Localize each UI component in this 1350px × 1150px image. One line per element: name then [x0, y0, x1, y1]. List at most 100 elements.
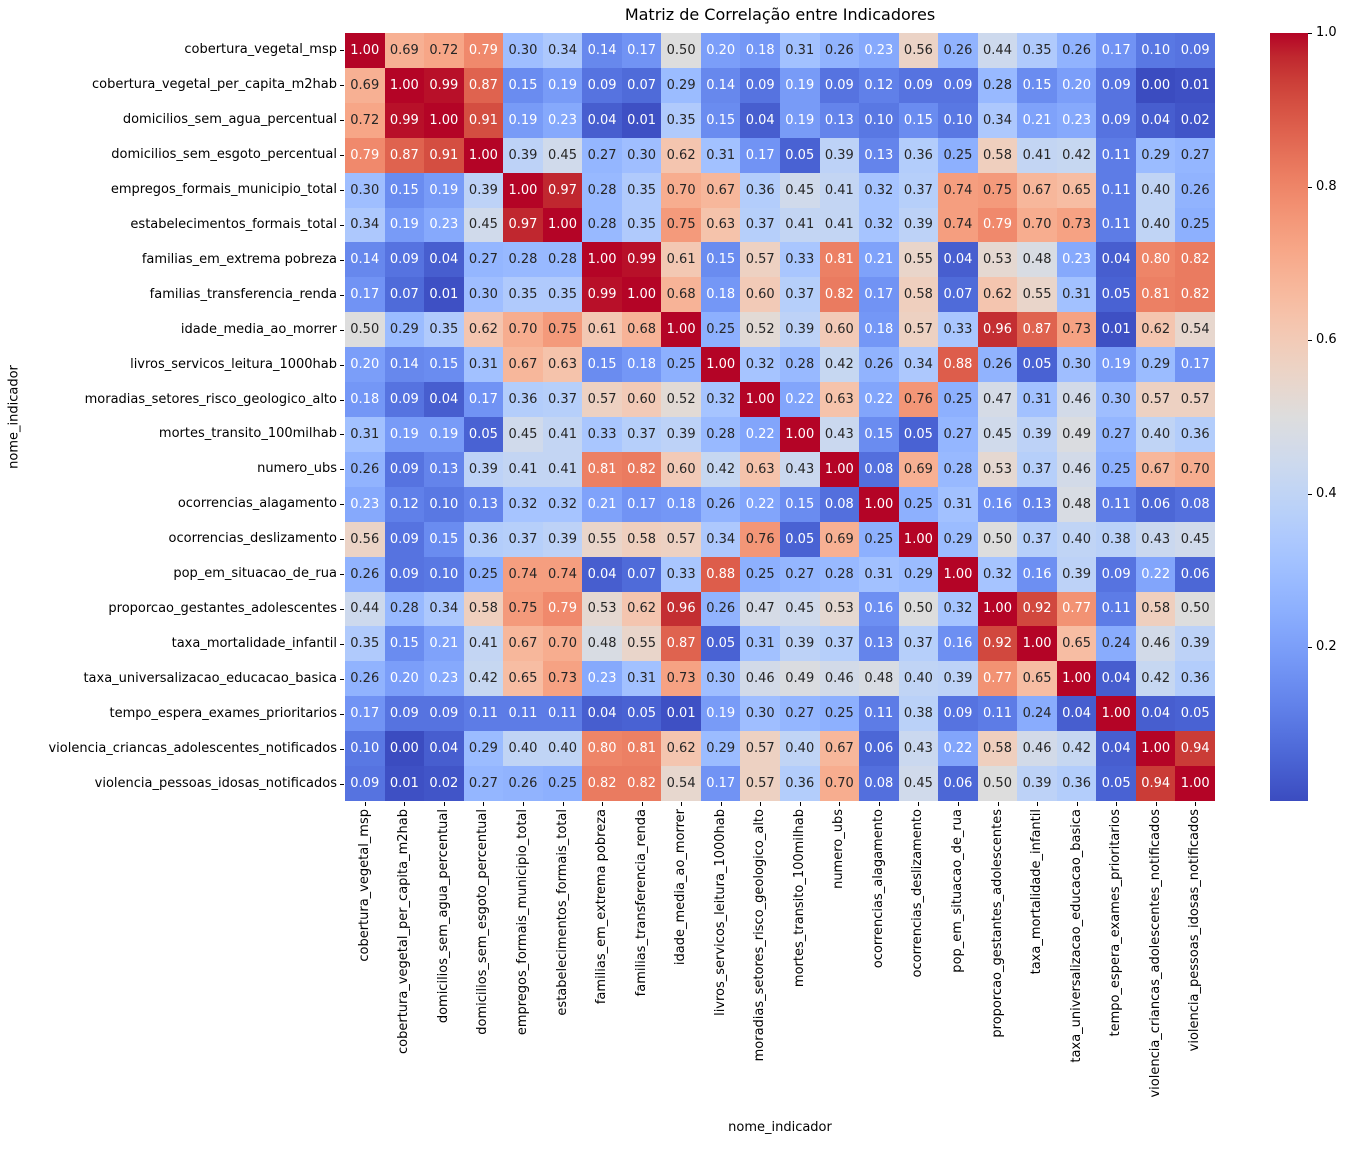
x-tick-mark [443, 802, 445, 806]
heatmap-cell-taxa_universalizacao_educacao_basica-x-idade_media_ao_morrer: 0.73 [661, 661, 701, 697]
x-tick-mark [799, 802, 801, 806]
heatmap-cell-domicilios_sem_esgoto_percentual-x-violencia_criancas_adolescentes_notificados: 0.29 [1135, 137, 1176, 173]
heatmap-cell-pop_em_situacao_de_rua-x-cobertura_vegetal_msp: 0.26 [345, 556, 385, 592]
heatmap-cell-domicilios_sem_esgoto_percentual-x-pop_em_situacao_de_rua: 0.25 [938, 137, 978, 173]
heatmap-cell-cobertura_vegetal_msp-x-familias_em_extrema pobreza: 0.14 [582, 33, 622, 68]
y-tick-mark [340, 539, 344, 541]
heatmap-cell-empregos_formais_municipio_total-x-familias_em_extrema pobreza: 0.28 [582, 172, 622, 208]
heatmap-cell-cobertura_vegetal_per_capita_m2hab-x-idade_media_ao_morrer: 0.29 [661, 67, 701, 103]
heatmap-cell-violencia_pessoas_idosas_notificados-x-estabelecimentos_formais_total: 0.25 [542, 766, 583, 801]
heatmap-cell-tempo_espera_exames_prioritarios-x-taxa_universalizacao_educacao_basica: 0.04 [1056, 696, 1097, 732]
heatmap-cell-cobertura_vegetal_per_capita_m2hab-x-violencia_pessoas_idosas_notificados: 0.01 [1175, 67, 1215, 103]
heatmap-cell-tempo_espera_exames_prioritarios-x-ocorrencias_alagamento: 0.11 [859, 696, 899, 732]
heatmap-cell-taxa_universalizacao_educacao_basica-x-moradias_setores_risco_geologico_alto: 0.46 [740, 661, 780, 697]
heatmap-cell-numero_ubs-x-moradias_setores_risco_geologico_alto: 0.63 [740, 451, 780, 487]
heatmap-cell-cobertura_vegetal_msp-x-domicilios_sem_agua_percentual: 0.72 [424, 33, 464, 68]
heatmap-cell-domicilios_sem_agua_percentual-x-numero_ubs: 0.13 [819, 102, 860, 138]
heatmap-cell-pop_em_situacao_de_rua-x-livros_servicos_leitura_1000hab: 0.88 [700, 556, 741, 592]
heatmap-cell-livros_servicos_leitura_1000hab-x-moradias_setores_risco_geologico_alto: 0.32 [740, 347, 780, 383]
y-tick-mark [340, 190, 344, 192]
heatmap-cell-proporcao_gestantes_adolescentes-x-domicilios_sem_agua_percentual: 0.34 [424, 591, 464, 627]
heatmap-cell-idade_media_ao_morrer-x-moradias_setores_risco_geologico_alto: 0.52 [740, 312, 780, 348]
heatmap-cell-tempo_espera_exames_prioritarios-x-empregos_formais_municipio_total: 0.11 [503, 696, 543, 732]
y-tick-mark [340, 678, 344, 680]
heatmap-cell-estabelecimentos_formais_total-x-livros_servicos_leitura_1000hab: 0.63 [700, 207, 741, 243]
heatmap-cell-cobertura_vegetal_msp-x-estabelecimentos_formais_total: 0.34 [542, 33, 583, 68]
heatmap-cell-violencia_pessoas_idosas_notificados-x-violencia_criancas_adolescentes_notificados: 0.94 [1135, 766, 1176, 801]
heatmap-cell-ocorrencias_deslizamento-x-taxa_universalizacao_educacao_basica: 0.40 [1056, 521, 1097, 557]
heatmap-cell-domicilios_sem_agua_percentual-x-familias_transferencia_renda: 0.01 [621, 102, 662, 138]
heatmap-cell-violencia_criancas_adolescentes_notificados-x-mortes_transito_100milhab: 0.40 [780, 731, 820, 767]
heatmap-cell-violencia_pessoas_idosas_notificados-x-domicilios_sem_agua_percentual: 0.02 [424, 766, 464, 801]
heatmap-cell-idade_media_ao_morrer-x-empregos_formais_municipio_total: 0.70 [503, 312, 543, 348]
heatmap-cell-moradias_setores_risco_geologico_alto-x-numero_ubs: 0.63 [819, 382, 860, 417]
x-tick-mark [1116, 802, 1118, 806]
x-tick-mark [720, 802, 722, 806]
heatmap-cell-proporcao_gestantes_adolescentes-x-empregos_formais_municipio_total: 0.75 [503, 591, 543, 627]
heatmap-cell-domicilios_sem_esgoto_percentual-x-domicilios_sem_agua_percentual: 0.91 [424, 137, 464, 173]
heatmap-cell-numero_ubs-x-familias_transferencia_renda: 0.82 [621, 451, 662, 487]
heatmap-cell-moradias_setores_risco_geologico_alto-x-cobertura_vegetal_msp: 0.18 [345, 382, 385, 417]
heatmap-cell-pop_em_situacao_de_rua-x-proporcao_gestantes_adolescentes: 0.32 [977, 556, 1018, 592]
heatmap-cell-domicilios_sem_agua_percentual-x-domicilios_sem_agua_percentual: 1.00 [424, 102, 464, 138]
heatmap-cell-livros_servicos_leitura_1000hab-x-empregos_formais_municipio_total: 0.67 [503, 347, 543, 383]
heatmap-cell-cobertura_vegetal_per_capita_m2hab-x-empregos_formais_municipio_total: 0.15 [503, 67, 543, 103]
y-tick-mark [340, 85, 344, 87]
heatmap-cell-cobertura_vegetal_msp-x-pop_em_situacao_de_rua: 0.26 [938, 33, 978, 68]
heatmap-cell-ocorrencias_alagamento-x-numero_ubs: 0.08 [819, 486, 860, 522]
heatmap-cell-familias_transferencia_renda-x-domicilios_sem_agua_percentual: 0.01 [424, 277, 464, 313]
heatmap-cell-empregos_formais_municipio_total-x-empregos_formais_municipio_total: 1.00 [503, 172, 543, 208]
heatmap-cell-cobertura_vegetal_msp-x-livros_servicos_leitura_1000hab: 0.20 [700, 33, 741, 68]
heatmap-cell-domicilios_sem_agua_percentual-x-ocorrencias_deslizamento: 0.15 [898, 102, 939, 138]
heatmap-cell-taxa_mortalidade_infantil-x-tempo_espera_exames_prioritarios: 0.24 [1096, 626, 1136, 662]
y-tick-mark [340, 469, 344, 471]
heatmap-cell-taxa_mortalidade_infantil-x-estabelecimentos_formais_total: 0.70 [542, 626, 583, 662]
heatmap-cell-familias_transferencia_renda-x-proporcao_gestantes_adolescentes: 0.62 [977, 277, 1018, 313]
heatmap-cell-idade_media_ao_morrer-x-domicilios_sem_agua_percentual: 0.35 [424, 312, 464, 348]
x-tick-mark [957, 802, 959, 806]
heatmap-cell-pop_em_situacao_de_rua-x-estabelecimentos_formais_total: 0.74 [542, 556, 583, 592]
heatmap-cell-domicilios_sem_esgoto_percentual-x-mortes_transito_100milhab: 0.05 [780, 137, 820, 173]
heatmap-cell-tempo_espera_exames_prioritarios-x-domicilios_sem_esgoto_percentual: 0.11 [463, 696, 504, 732]
heatmap-cell-cobertura_vegetal_msp-x-idade_media_ao_morrer: 0.50 [661, 33, 701, 68]
heatmap-cell-proporcao_gestantes_adolescentes-x-cobertura_vegetal_msp: 0.44 [345, 591, 385, 627]
heatmap-cell-pop_em_situacao_de_rua-x-familias_em_extrema pobreza: 0.04 [582, 556, 622, 592]
heatmap-cell-moradias_setores_risco_geologico_alto-x-empregos_formais_municipio_total: 0.36 [503, 382, 543, 417]
heatmap-cell-familias_em_extrema pobreza-x-empregos_formais_municipio_total: 0.28 [503, 242, 543, 278]
x-tick-label: proporcao_gestantes_adolescentes [989, 809, 1005, 1038]
heatmap-cell-moradias_setores_risco_geologico_alto-x-proporcao_gestantes_adolescentes: 0.47 [977, 382, 1018, 417]
heatmap-cell-taxa_universalizacao_educacao_basica-x-proporcao_gestantes_adolescentes: 0.77 [977, 661, 1018, 697]
heatmap-cell-moradias_setores_risco_geologico_alto-x-violencia_pessoas_idosas_notificados: 0.57 [1175, 382, 1215, 417]
y-tick-label: ocorrencias_alagamento [177, 496, 337, 512]
heatmap-cell-pop_em_situacao_de_rua-x-idade_media_ao_morrer: 0.33 [661, 556, 701, 592]
heatmap-cell-estabelecimentos_formais_total-x-cobertura_vegetal_msp: 0.34 [345, 207, 385, 243]
heatmap-cell-ocorrencias_alagamento-x-idade_media_ao_morrer: 0.18 [661, 486, 701, 522]
heatmap-cell-domicilios_sem_esgoto_percentual-x-violencia_pessoas_idosas_notificados: 0.27 [1175, 137, 1215, 173]
heatmap-cell-violencia_pessoas_idosas_notificados-x-numero_ubs: 0.70 [819, 766, 860, 801]
heatmap-cell-livros_servicos_leitura_1000hab-x-estabelecimentos_formais_total: 0.63 [542, 347, 583, 383]
heatmap-cell-cobertura_vegetal_per_capita_m2hab-x-estabelecimentos_formais_total: 0.19 [542, 67, 583, 103]
heatmap-cell-pop_em_situacao_de_rua-x-ocorrencias_deslizamento: 0.29 [898, 556, 939, 592]
heatmap-cell-idade_media_ao_morrer-x-violencia_pessoas_idosas_notificados: 0.54 [1175, 312, 1215, 348]
heatmap-cell-familias_transferencia_renda-x-tempo_espera_exames_prioritarios: 0.05 [1096, 277, 1136, 313]
heatmap-cell-cobertura_vegetal_per_capita_m2hab-x-pop_em_situacao_de_rua: 0.09 [938, 67, 978, 103]
heatmap-cell-ocorrencias_deslizamento-x-empregos_formais_municipio_total: 0.37 [503, 521, 543, 557]
heatmap-cell-domicilios_sem_esgoto_percentual-x-livros_servicos_leitura_1000hab: 0.31 [700, 137, 741, 173]
heatmap-cell-estabelecimentos_formais_total-x-estabelecimentos_formais_total: 1.00 [542, 207, 583, 243]
heatmap-cell-estabelecimentos_formais_total-x-domicilios_sem_esgoto_percentual: 0.45 [463, 207, 504, 243]
heatmap-cell-numero_ubs-x-taxa_universalizacao_educacao_basica: 0.46 [1056, 451, 1097, 487]
heatmap-cell-empregos_formais_municipio_total-x-numero_ubs: 0.41 [819, 172, 860, 208]
heatmap-cell-domicilios_sem_agua_percentual-x-tempo_espera_exames_prioritarios: 0.09 [1096, 102, 1136, 138]
heatmap-cell-familias_transferencia_renda-x-estabelecimentos_formais_total: 0.35 [542, 277, 583, 313]
heatmap-cell-tempo_espera_exames_prioritarios-x-mortes_transito_100milhab: 0.27 [780, 696, 820, 732]
heatmap-cell-cobertura_vegetal_per_capita_m2hab-x-familias_em_extrema pobreza: 0.09 [582, 67, 622, 103]
heatmap-cell-taxa_universalizacao_educacao_basica-x-cobertura_vegetal_msp: 0.26 [345, 661, 385, 697]
x-tick-label: cobertura_vegetal_per_capita_m2hab [396, 809, 412, 1054]
x-tick-label: livros_servicos_leitura_1000hab [712, 809, 728, 1016]
heatmap-cell-cobertura_vegetal_msp-x-tempo_espera_exames_prioritarios: 0.17 [1096, 33, 1136, 68]
heatmap-cell-tempo_espera_exames_prioritarios-x-numero_ubs: 0.25 [819, 696, 860, 732]
heatmap-cell-pop_em_situacao_de_rua-x-domicilios_sem_esgoto_percentual: 0.25 [463, 556, 504, 592]
heatmap-cell-ocorrencias_deslizamento-x-cobertura_vegetal_msp: 0.56 [345, 521, 385, 557]
heatmap-cell-ocorrencias_deslizamento-x-proporcao_gestantes_adolescentes: 0.50 [977, 521, 1018, 557]
heatmap-cell-idade_media_ao_morrer-x-taxa_mortalidade_infantil: 0.87 [1017, 312, 1057, 348]
